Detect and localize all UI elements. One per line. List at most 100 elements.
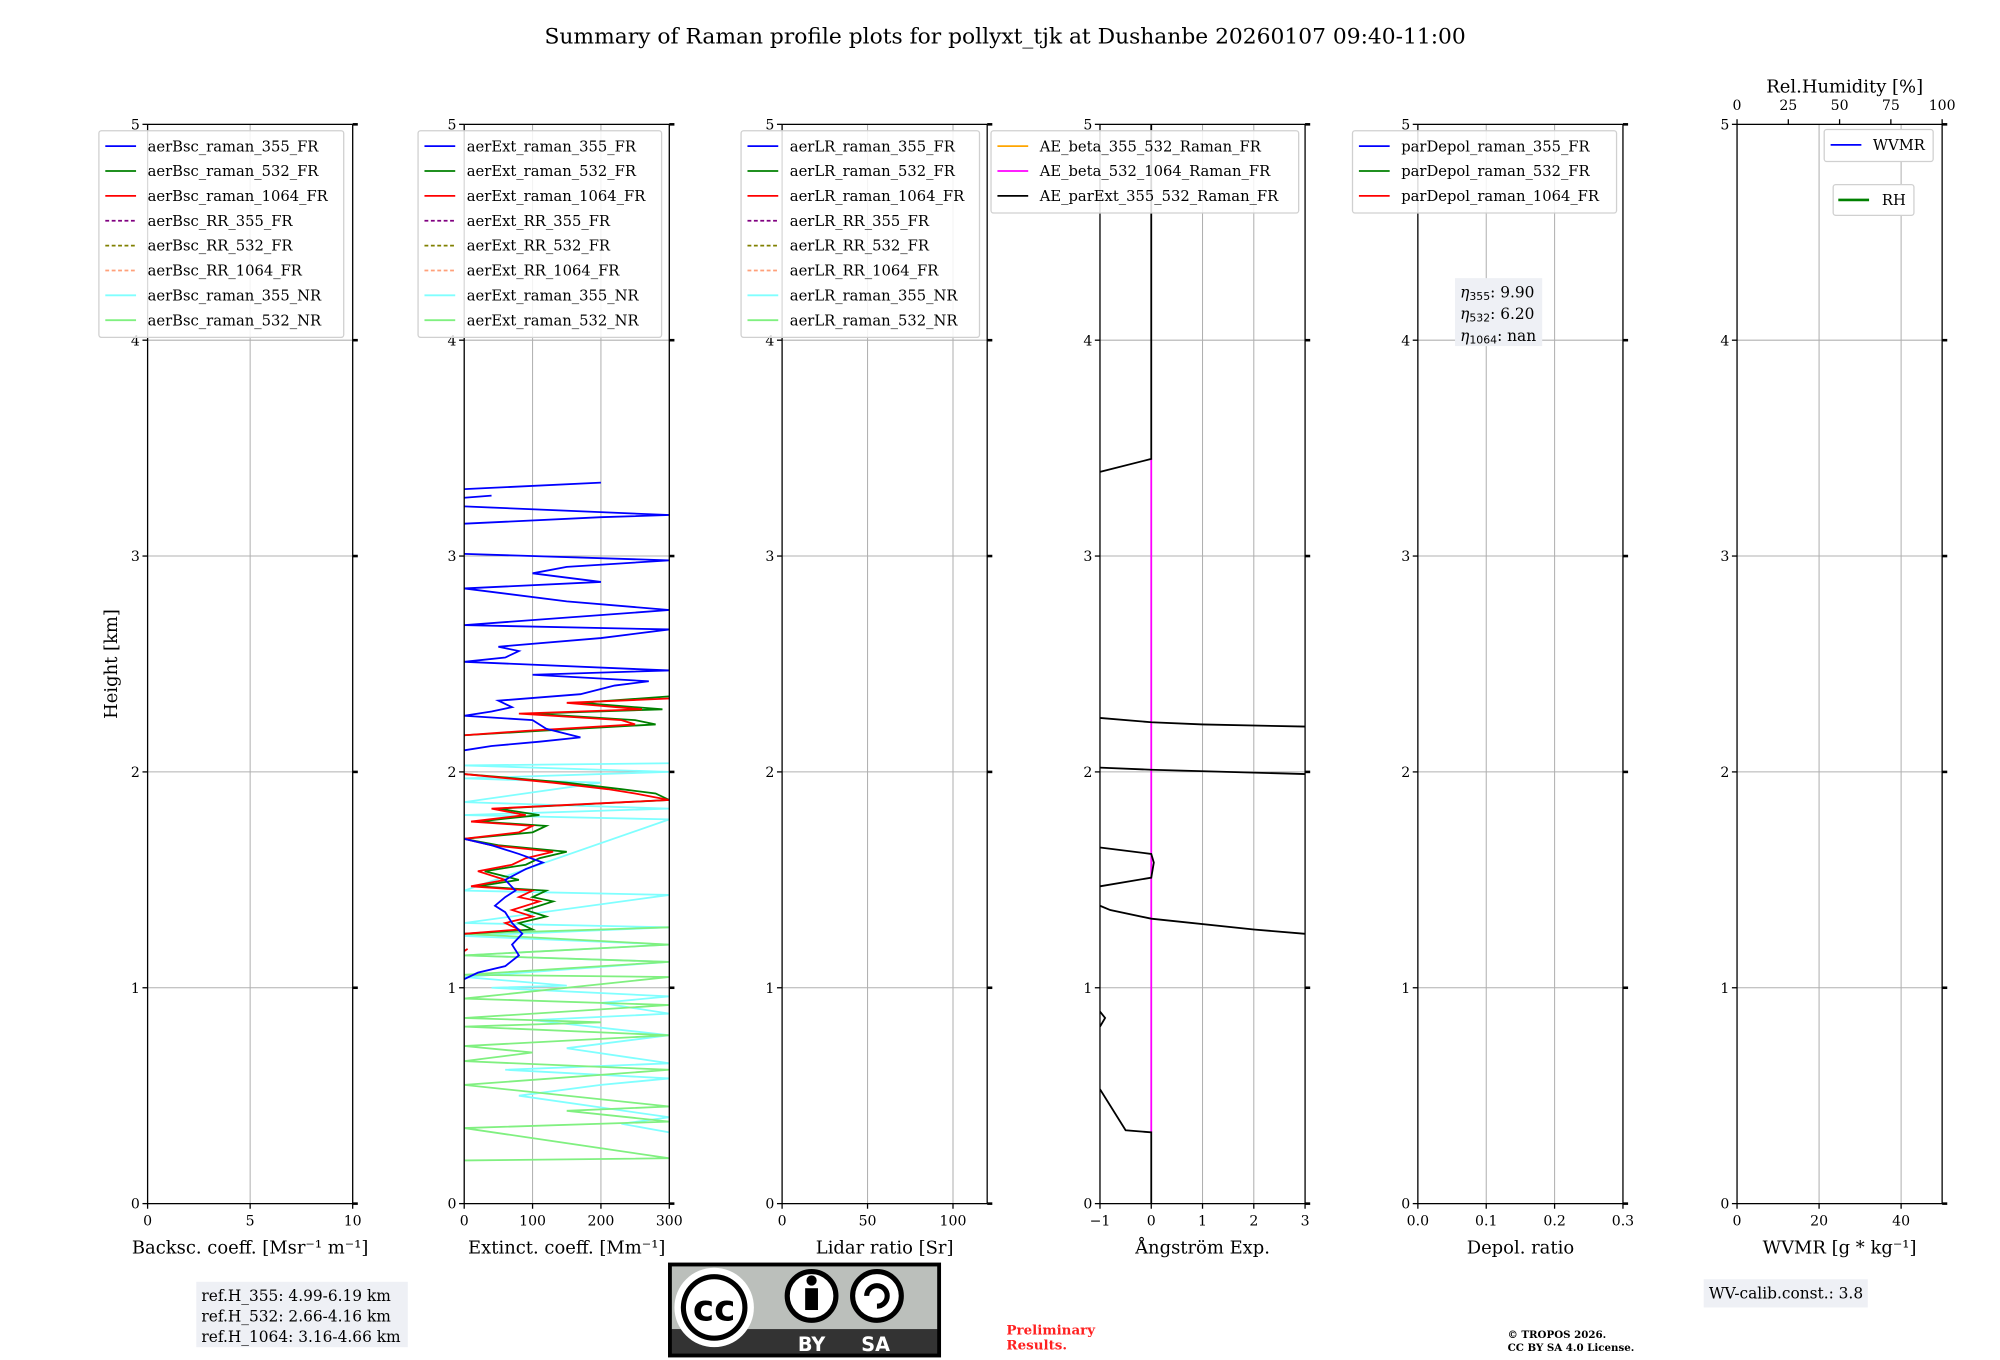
legend-label: RH xyxy=(1882,192,1906,209)
x-tick-label: 0 xyxy=(1733,1213,1742,1229)
y-tick-label: 2 xyxy=(1401,765,1410,781)
legend-label: aerExt_RR_1064_FR xyxy=(467,263,621,280)
x-tick-label: 0 xyxy=(143,1213,152,1229)
legend-label: aerBsc_raman_1064_FR xyxy=(148,188,329,205)
y-tick-label: 5 xyxy=(1083,117,1092,133)
y-tick-label: 2 xyxy=(1720,765,1729,781)
series-line-AE_parExt_355_532_Raman_FR xyxy=(1099,904,1306,935)
y-tick-label: 2 xyxy=(765,765,774,781)
top-x-tick-label: 0 xyxy=(1733,98,1742,114)
y-tick-label: 4 xyxy=(1083,333,1092,349)
y-tick-label: 5 xyxy=(448,117,457,133)
legend: aerBsc_raman_355_FR aerBsc_raman_532_FRae… xyxy=(98,130,345,339)
series-line-AE_parExt_355_532_Raman_FR xyxy=(1099,1010,1107,1028)
series-line-AE_parExt_355_532_Raman_FR xyxy=(1099,1088,1153,1204)
series-line-AE_parExt_355_532_Raman_FR xyxy=(1099,846,1155,888)
legend-label: aerLR_RR_532_FR xyxy=(790,238,930,255)
legend-frame xyxy=(417,130,663,339)
series-group xyxy=(1099,124,1306,1204)
x-tick-label: 200 xyxy=(587,1213,614,1229)
copyright-label: © TROPOS 2026. xyxy=(1508,1329,1607,1341)
reference-height-box: ref.H_355: 4.99-6.19 km ref.H_532: 2.66-… xyxy=(196,1281,408,1348)
legend-label: aerLR_raman_355_NR xyxy=(790,287,959,304)
x-tick-label: 0.2 xyxy=(1543,1213,1565,1229)
legend-label: aerBsc_raman_532_NR xyxy=(148,312,322,329)
annotation-bg xyxy=(1455,278,1543,347)
y-tick-label: 0 xyxy=(131,1197,140,1213)
legend-frame xyxy=(98,130,345,339)
series-line-aerExt_raman_355_FR xyxy=(464,837,546,980)
y-tick-label: 4 xyxy=(131,333,140,349)
x-tick-label: 20 xyxy=(1810,1213,1828,1229)
y-tick-label: 4 xyxy=(765,333,774,349)
y-axis-label: Height [km] xyxy=(101,609,122,719)
annotation-line: η1064: nan xyxy=(1460,327,1536,347)
y-tick-label: 1 xyxy=(448,981,457,997)
y-tick-label: 3 xyxy=(1401,549,1410,565)
x-tick-label: 0.1 xyxy=(1475,1213,1497,1229)
x-tick-label: 10 xyxy=(344,1213,362,1229)
x-tick-label: 100 xyxy=(519,1213,546,1229)
cc-by-sa-logo: cc BY SA xyxy=(668,1262,942,1358)
wv-calib-constant: WV-calib.const.: 3.8 xyxy=(1709,1284,1863,1302)
panel-1: 0 1 2 3 4 5 0 5 10 Backsc. coeff. [Msr⁻¹ m⁻¹] aerB… xyxy=(98,117,368,1259)
x-tick-label: 300 xyxy=(656,1213,683,1229)
series-line-aerExt_raman_355_FR xyxy=(464,494,492,499)
x-tick-label: 0.3 xyxy=(1612,1213,1634,1229)
refh-355: ref.H_355: 4.99-6.19 km xyxy=(201,1287,391,1305)
y-tick-label: 0 xyxy=(1083,1197,1092,1213)
top-x-tick-label: 75 xyxy=(1882,98,1900,114)
legend-label: aerBsc_RR_532_FR xyxy=(148,238,294,255)
y-tick-label: 1 xyxy=(765,981,774,997)
y-tick-label: 0 xyxy=(765,1197,774,1213)
by-label: BY xyxy=(798,1333,827,1356)
legend-label: aerLR_RR_355_FR xyxy=(790,213,930,230)
legend-label: aerExt_raman_532_FR xyxy=(467,163,637,180)
top-x-axis-label: Rel.Humidity [%] xyxy=(1766,76,1923,97)
legend-frame xyxy=(990,130,1300,214)
series-line-AE_parExt_355_532_Raman_FR xyxy=(1099,766,1306,775)
legend-label: WVMR xyxy=(1873,137,1926,154)
panel-2: 0 1 2 3 4 5 0 100 200 300 Extinct. coeff. [Mm⁻¹] ae… xyxy=(417,117,683,1259)
annotation-line: η532: 6.20 xyxy=(1460,305,1534,325)
y-tick-label: 5 xyxy=(765,117,774,133)
sa-label: SA xyxy=(861,1333,890,1356)
top-x-tick-label: 25 xyxy=(1779,98,1797,114)
y-tick-label: 0 xyxy=(448,1197,457,1213)
legend-frame xyxy=(1351,130,1618,214)
y-tick-label: 1 xyxy=(1401,981,1410,997)
x-tick-label: 100 xyxy=(940,1213,967,1229)
refh-532: ref.H_532: 2.66-4.16 km xyxy=(201,1308,391,1326)
x-tick-label: 50 xyxy=(859,1213,877,1229)
legend-label: aerExt_RR_532_FR xyxy=(467,238,611,255)
y-tick-label: 3 xyxy=(765,549,774,565)
legend-label: aerExt_raman_1064_FR xyxy=(467,188,646,205)
x-axis-label: Extinct. coeff. [Mm⁻¹] xyxy=(468,1238,665,1259)
cc-icon: cc xyxy=(693,1288,736,1329)
legend-frame xyxy=(1823,128,1934,163)
series-line-aerExt_raman_1064_FR xyxy=(464,697,670,737)
y-tick-label: 0 xyxy=(1401,1197,1410,1213)
x-tick-label: 5 xyxy=(246,1213,255,1229)
x-tick-label: 0 xyxy=(1147,1213,1156,1229)
y-tick-label: 4 xyxy=(1720,333,1729,349)
y-tick-label: 2 xyxy=(448,765,457,781)
sa-icon xyxy=(850,1268,904,1323)
y-tick-label: 3 xyxy=(1083,549,1092,565)
legend-label: parDepol_raman_355_FR xyxy=(1401,138,1590,155)
legend-label: AE_parExt_355_532_Raman_FR xyxy=(1039,188,1279,205)
y-tick-label: 5 xyxy=(1401,117,1410,133)
y-tick-label: 5 xyxy=(131,117,140,133)
license-label: CC BY SA 4.0 License. xyxy=(1508,1342,1635,1354)
legend-label: aerBsc_raman_532_FR xyxy=(148,163,320,180)
x-tick-label: 2 xyxy=(1249,1213,1258,1229)
legend-label: aerBsc_raman_355_FR xyxy=(148,138,320,155)
legend-label: aerBsc_raman_355_NR xyxy=(148,287,322,304)
results-label: Results. xyxy=(1006,1338,1067,1354)
top-x-tick-label: 50 xyxy=(1831,98,1849,114)
legend-label: aerExt_RR_355_FR xyxy=(467,213,611,230)
x-tick-label: 0 xyxy=(778,1213,787,1229)
